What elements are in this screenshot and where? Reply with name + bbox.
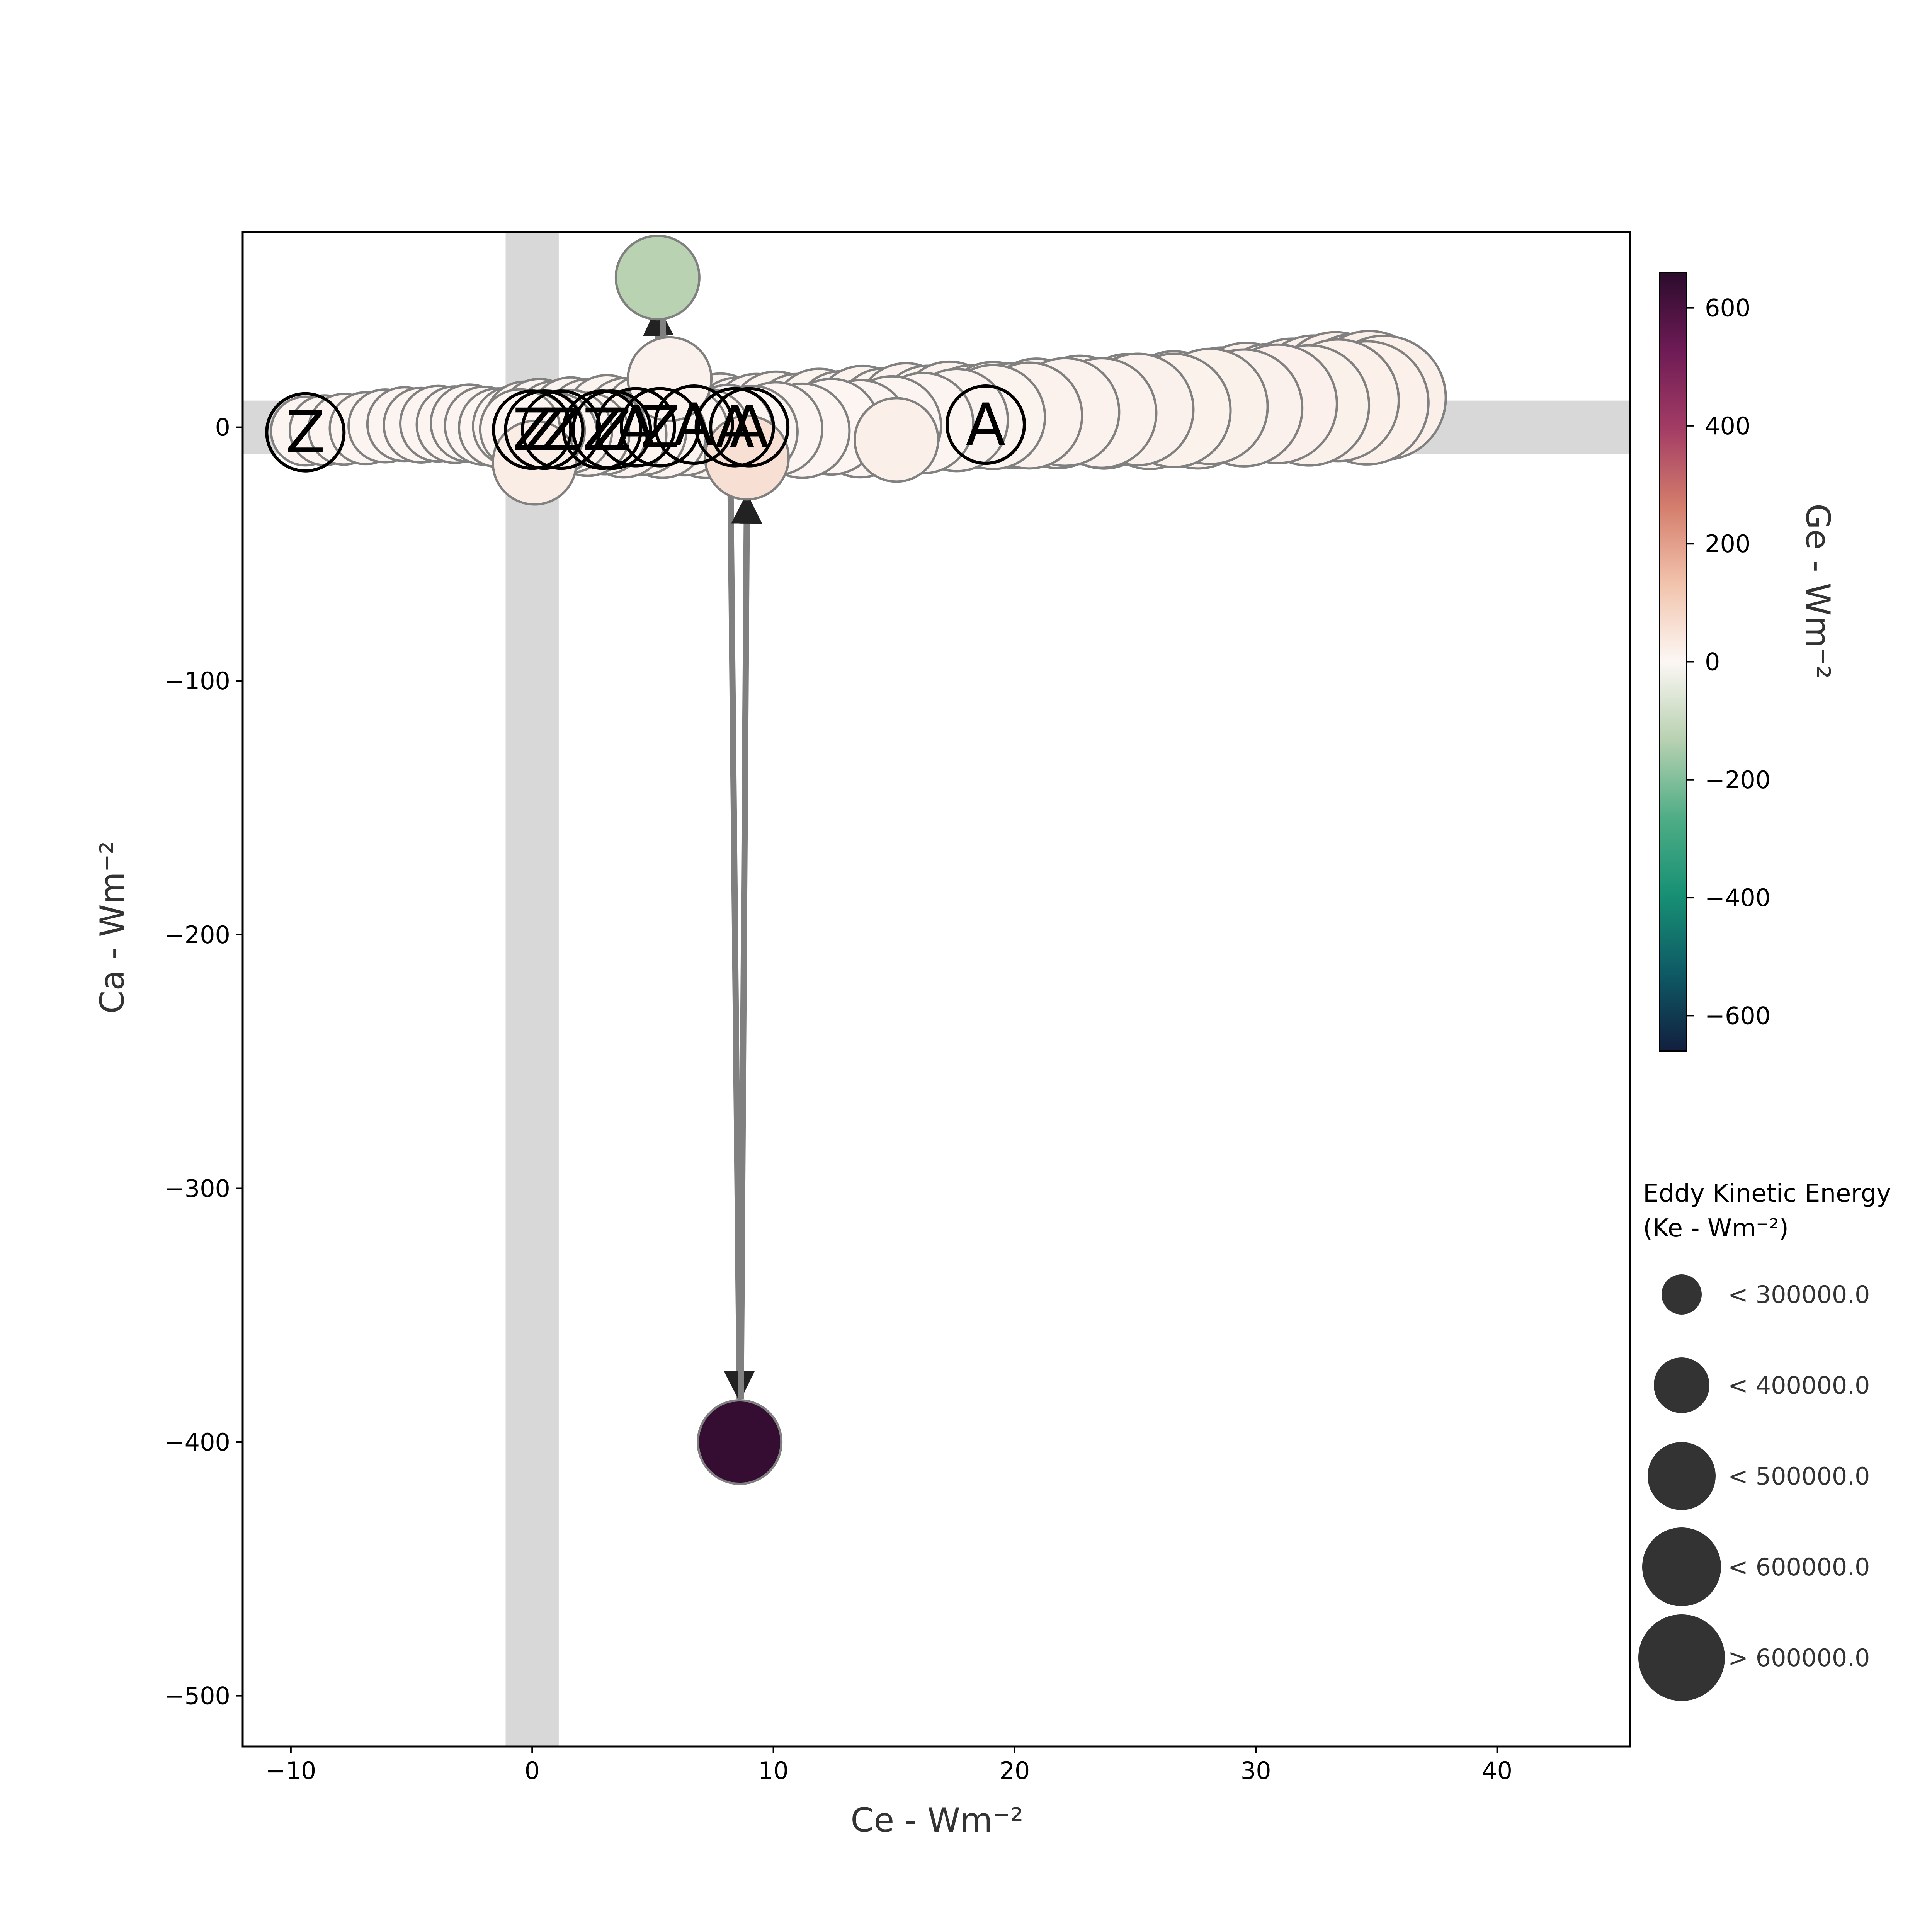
plot-area: Z ZZZ ZZ ZA A AA A −10 0 10 20 30 40 −500−400−300−2…	[165, 231, 1631, 1785]
y-tick-label: 0	[215, 413, 230, 442]
size-legend-subtitle: (Ke - Wm⁻²)	[1643, 1214, 1789, 1243]
marker-ring	[521, 389, 602, 470]
colorbar-tick-label: −200	[1705, 766, 1770, 794]
x-tick-label: 40	[1482, 1757, 1512, 1785]
colorbar-tick-label: −600	[1705, 1002, 1770, 1030]
outlier-point	[614, 235, 701, 321]
size-legend-marker	[1654, 1357, 1709, 1413]
y-tick-label: −300	[165, 1174, 230, 1202]
size-legend-label: < 500000.0	[1728, 1462, 1870, 1490]
marker-ring	[694, 387, 775, 468]
marker-label: Z	[541, 396, 581, 464]
marker-label: A	[715, 394, 755, 461]
colorbar-tick-label: 600	[1705, 294, 1750, 322]
outlier-point	[492, 420, 578, 506]
size-legend-entries: < 300000.0 < 400000.0 < 500000.0 < 600000.0…	[1638, 1274, 1870, 1701]
y-tick-label: −500	[165, 1682, 230, 1710]
marker-label: A	[730, 394, 769, 461]
marker-ring	[492, 389, 573, 470]
colorbar-tick-label: −400	[1705, 884, 1770, 912]
marker-label: A	[966, 391, 1006, 459]
arrow-to-lower-outlier	[724, 432, 755, 1402]
y-axis-ticks: −500 −400 −300 −200 −100 0	[165, 413, 243, 1710]
data-points	[270, 235, 1447, 1485]
y-tick-label: −400	[165, 1428, 230, 1456]
marker-ring	[265, 392, 346, 473]
x-tick-label: −10	[265, 1757, 316, 1785]
marker-ring	[620, 387, 701, 468]
x-axis-ticks: −10 0 10 20 30 40	[265, 1747, 1512, 1785]
outlier-point	[853, 397, 939, 483]
x-tick-label: 0	[524, 1757, 539, 1785]
colorbar-tick-label: 200	[1705, 530, 1750, 558]
size-legend-marker	[1648, 1442, 1716, 1510]
x-axis-label: Ce - Wm⁻²	[850, 1801, 1023, 1840]
marker-ring	[709, 387, 790, 468]
size-legend-label: < 400000.0	[1728, 1371, 1870, 1400]
marker-label: Z	[512, 396, 552, 464]
marker-label: A	[616, 394, 656, 461]
size-legend-marker	[1642, 1527, 1721, 1606]
marker-ring	[653, 384, 734, 465]
y-tick-label: −100	[165, 667, 230, 695]
marker-label: A	[674, 391, 714, 459]
y-tick-label: −200	[165, 921, 230, 949]
colorbar: −600 −400 −200 0 200 400 600 Ge - Wm⁻²	[1659, 272, 1837, 1052]
size-legend-label: > 600000.0	[1728, 1644, 1870, 1672]
colorbar-tick-label: 400	[1705, 412, 1750, 440]
colorbar-gradient	[1659, 272, 1687, 1052]
marker-ring	[595, 387, 676, 468]
size-legend-label: < 300000.0	[1728, 1281, 1870, 1309]
arrow-from-lower-outlier	[731, 492, 762, 1399]
outlier-point	[627, 336, 713, 422]
marker-label: Z	[286, 399, 325, 466]
plot-frame	[242, 231, 1631, 1748]
markers: Z ZZZ ZZ ZA A AA A	[265, 384, 1026, 473]
y-axis-label: Ca - Wm⁻²	[93, 841, 132, 1014]
size-legend-title: Eddy Kinetic Energy	[1643, 1179, 1891, 1208]
marker-ring	[945, 384, 1026, 465]
x-tick-label: 10	[758, 1757, 789, 1785]
marker-ring	[571, 389, 652, 470]
size-legend-label: < 600000.0	[1728, 1553, 1870, 1581]
outlier-point	[697, 1399, 783, 1485]
marker-ring	[504, 389, 585, 470]
x-tick-label: 30	[1241, 1757, 1271, 1785]
colorbar-label: Ge - Wm⁻²	[1798, 503, 1837, 679]
size-legend-marker	[1638, 1614, 1725, 1701]
x-tick-label: 20	[999, 1757, 1030, 1785]
colorbar-tick-label: 0	[1705, 648, 1720, 676]
size-legend: Eddy Kinetic Energy (Ke - Wm⁻²) < 300000…	[1638, 1179, 1891, 1701]
outlier-point	[704, 415, 790, 501]
size-legend-marker	[1662, 1274, 1702, 1315]
colorbar-ticks: −600 −400 −200 0 200 400 600	[1687, 294, 1770, 1030]
